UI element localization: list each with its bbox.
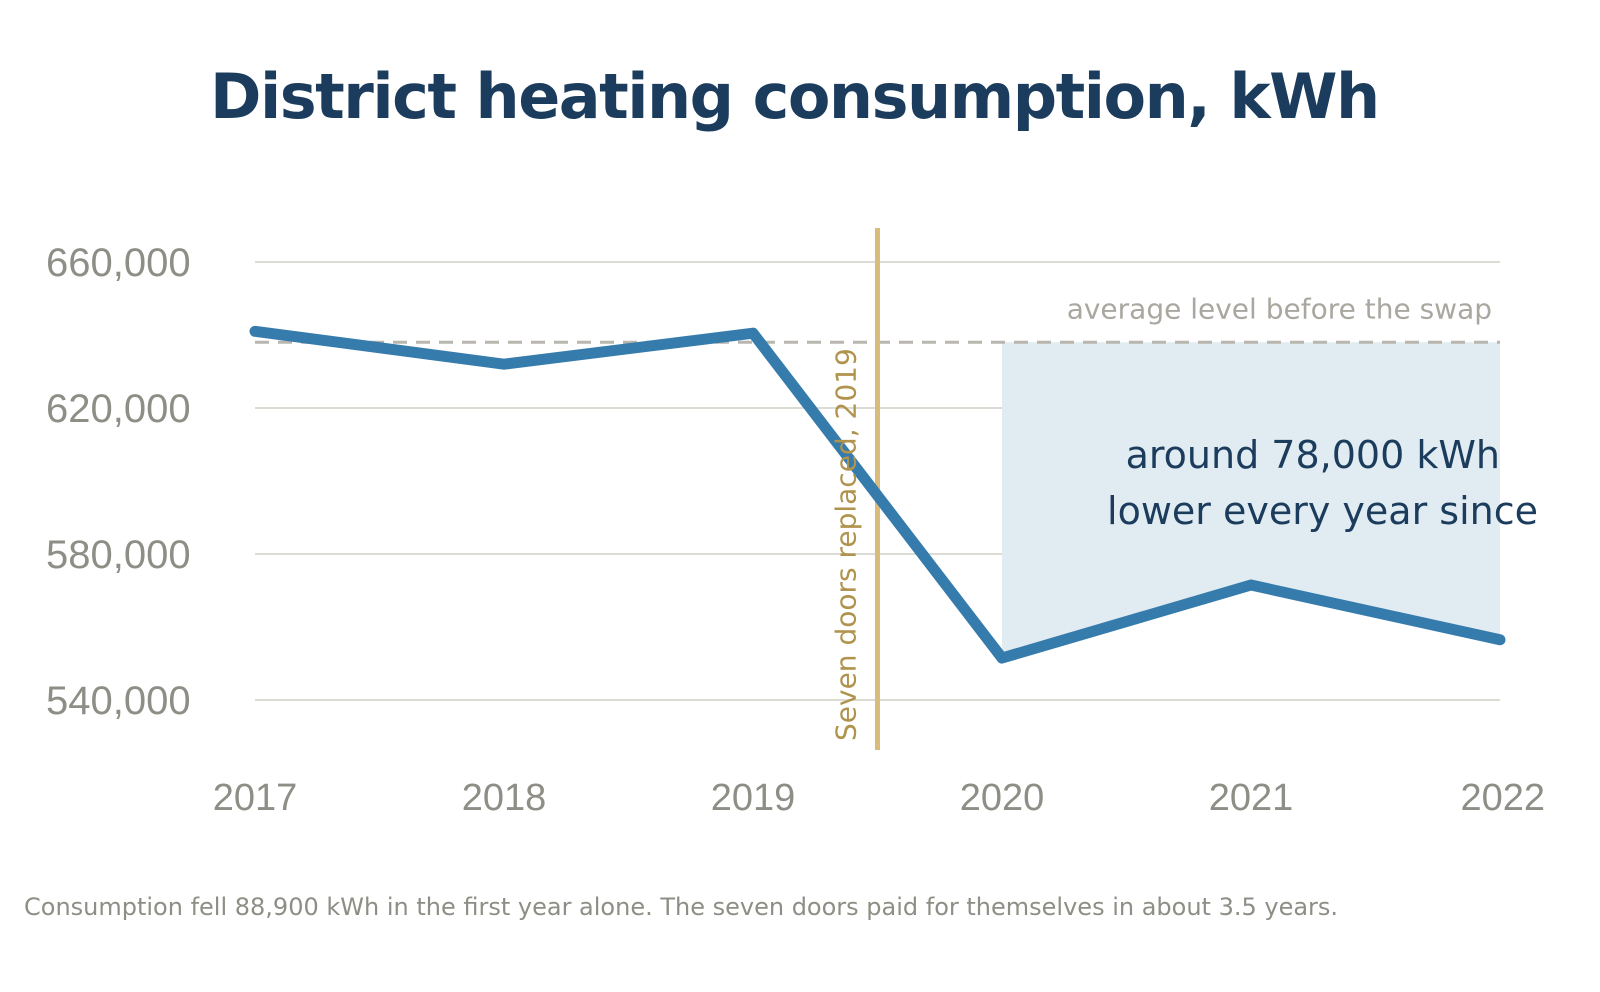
x-tick-label: 2020	[960, 777, 1045, 819]
y-axis: 660,000 620,000 580,000 540,000	[46, 241, 191, 723]
series-line	[249, 325, 1506, 664]
y-tick-label: 540,000	[46, 679, 191, 723]
x-tick-label: 2021	[1209, 777, 1294, 819]
annotation-labels: average level before the swap Seven doors…	[830, 292, 1539, 741]
series-group	[249, 325, 1506, 664]
event-label: Seven doors replaced, 2019	[830, 348, 863, 741]
chart-title: District heating consumption, kWh	[210, 60, 1380, 133]
x-tick-label: 2017	[213, 777, 298, 819]
savings-band-group	[1002, 342, 1500, 659]
average-line-label: average level before the swap	[1067, 292, 1492, 325]
y-tick-label: 580,000	[46, 533, 191, 577]
savings-label-line: lower every year since	[1107, 489, 1538, 533]
x-tick-label: 2018	[462, 777, 547, 819]
x-axis: 2017 2018 2019 2020 2021 2022	[213, 777, 1545, 819]
x-tick-label: 2022	[1460, 777, 1545, 819]
savings-band	[1002, 342, 1500, 659]
x-tick-label: 2019	[711, 777, 796, 819]
y-tick-label: 660,000	[46, 241, 191, 285]
y-tick-label: 620,000	[46, 387, 191, 431]
savings-label-line: around 78,000 kWh	[1126, 433, 1500, 477]
footnote: Consumption fell 88,900 kWh in the first…	[24, 893, 1339, 921]
